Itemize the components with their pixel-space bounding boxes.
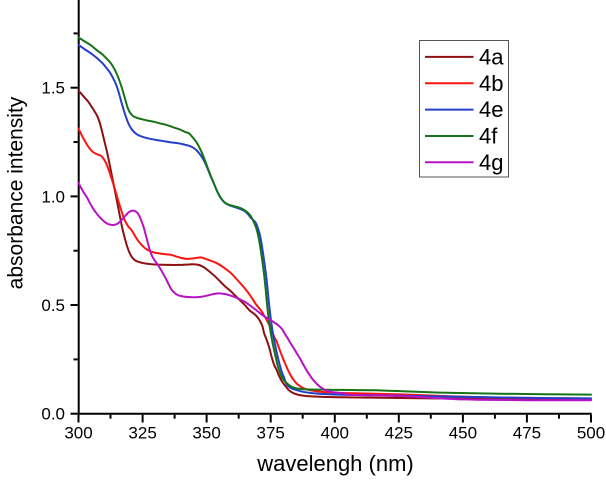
svg-text:350: 350 (192, 424, 220, 443)
svg-text:wavelengh (nm): wavelengh (nm) (256, 451, 414, 476)
svg-text:1.0: 1.0 (41, 187, 65, 206)
svg-text:1.5: 1.5 (41, 79, 65, 98)
svg-text:4a: 4a (479, 44, 504, 69)
svg-text:4g: 4g (479, 150, 503, 175)
svg-text:absorbance intensity: absorbance intensity (5, 96, 28, 289)
svg-text:4e: 4e (479, 97, 503, 122)
svg-text:0.0: 0.0 (41, 405, 65, 424)
svg-text:450: 450 (449, 424, 477, 443)
svg-text:475: 475 (513, 424, 541, 443)
svg-text:400: 400 (321, 424, 349, 443)
svg-text:375: 375 (257, 424, 285, 443)
svg-text:4b: 4b (479, 71, 503, 96)
svg-text:4f: 4f (479, 124, 498, 149)
svg-text:0.5: 0.5 (41, 296, 65, 315)
svg-text:325: 325 (128, 424, 156, 443)
svg-text:300: 300 (64, 424, 92, 443)
svg-text:500: 500 (577, 424, 605, 443)
svg-text:425: 425 (385, 424, 413, 443)
